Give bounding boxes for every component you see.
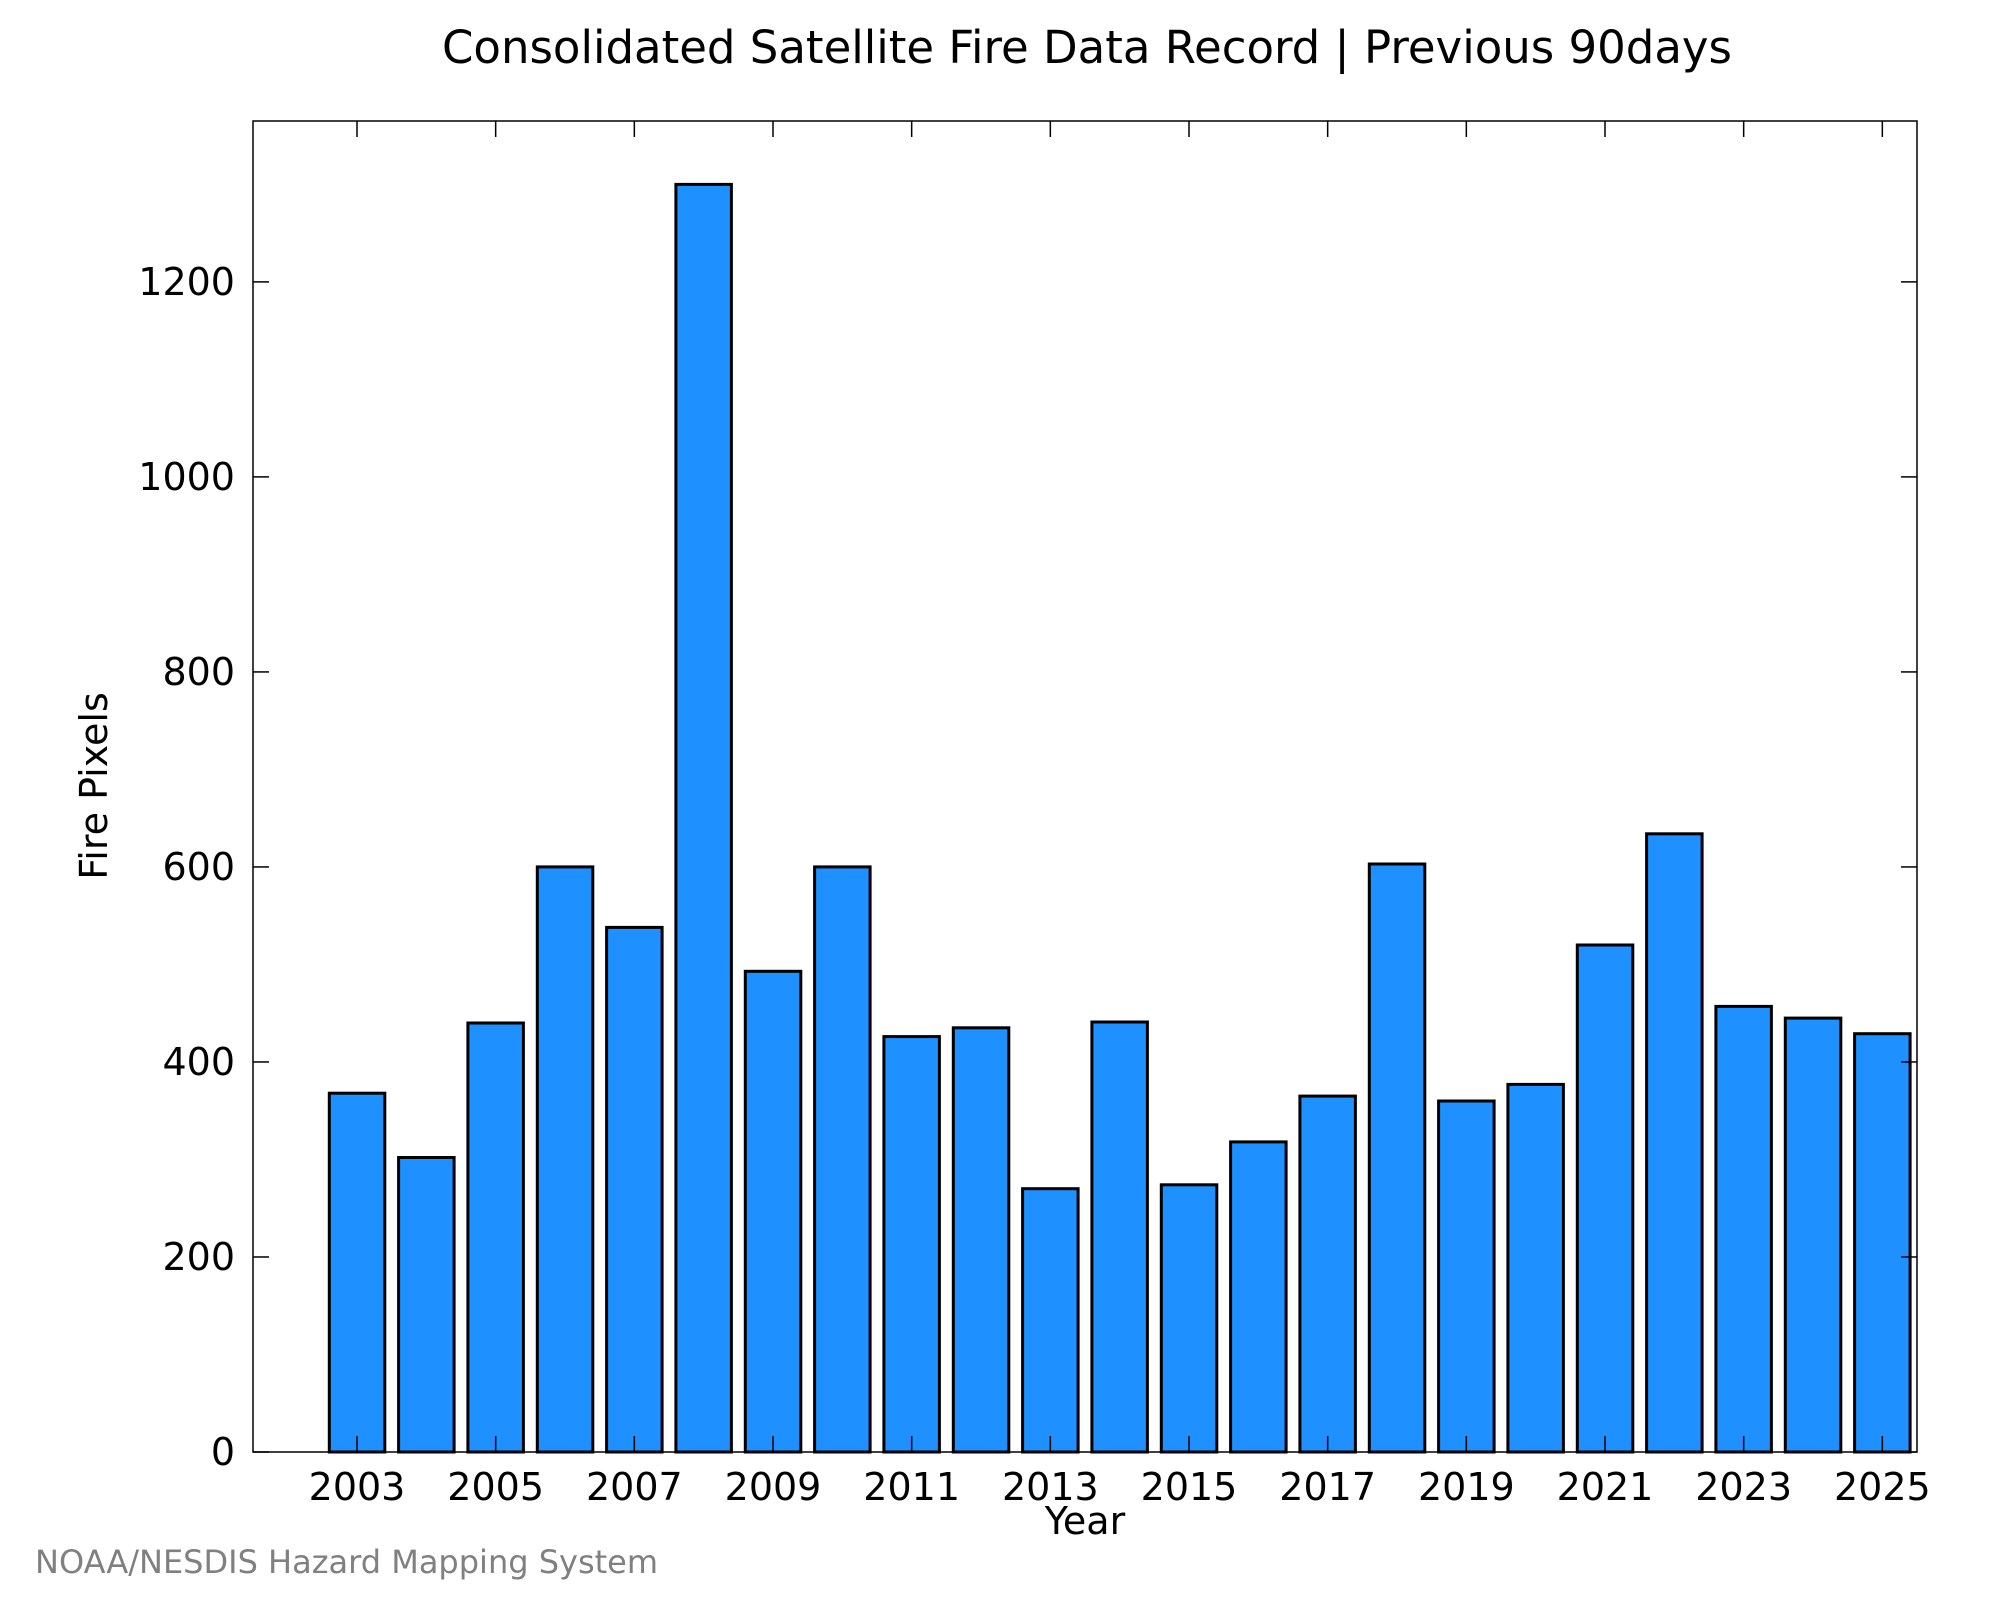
- x-tick-label: 2019: [1418, 1465, 1515, 1509]
- bar-2024: [1783, 1016, 1843, 1454]
- credit-text: NOAA/NESDIS Hazard Mapping System: [35, 1543, 658, 1581]
- bar-2003: [327, 1091, 387, 1454]
- bar-2008: [674, 182, 733, 1454]
- bar-2007: [605, 925, 664, 1454]
- y-tick-label: 200: [162, 1235, 235, 1279]
- x-tick-label: 2011: [863, 1465, 960, 1509]
- x-tick-label: 2013: [1002, 1465, 1099, 1509]
- bar-2005: [466, 1021, 525, 1454]
- y-tick-labels: 0 200 400 600 800 1000 1200: [138, 260, 235, 1474]
- bar-2017: [1298, 1094, 1357, 1454]
- bar-2021: [1575, 943, 1635, 1454]
- y-tick-label: 1200: [138, 260, 235, 304]
- x-tick-label: 2007: [586, 1465, 683, 1509]
- x-tick-labels: 2003 2005 2007 2009 2011 2013 2015 2017 2019 2021…: [309, 1465, 1931, 1509]
- x-tick-label: 2023: [1695, 1465, 1792, 1509]
- y-tick-label: 600: [162, 845, 235, 889]
- bar-2019: [1437, 1099, 1496, 1454]
- x-tick-label: 2003: [309, 1465, 406, 1509]
- bar-2012: [951, 1026, 1011, 1454]
- x-tick-label: 2009: [725, 1465, 822, 1509]
- bar-2004: [397, 1156, 456, 1454]
- bar-2010: [813, 865, 872, 1454]
- bar-2009: [743, 969, 803, 1454]
- chart-title: Consolidated Satellite Fire Data Record …: [442, 21, 1732, 74]
- x-tick-label: 2005: [447, 1465, 544, 1509]
- bars-layer: [327, 182, 1912, 1454]
- x-tick-label: 2021: [1557, 1465, 1654, 1509]
- y-tick-label: 0: [211, 1430, 235, 1474]
- bar-2020: [1506, 1082, 1565, 1454]
- bar-2014: [1090, 1020, 1149, 1454]
- bar-2018: [1367, 862, 1427, 1454]
- bar-2023: [1714, 1004, 1773, 1454]
- bar-2006: [535, 865, 595, 1454]
- bar-2013: [1021, 1187, 1080, 1454]
- x-tick-label: 2025: [1834, 1465, 1931, 1509]
- ticks-layer: [253, 121, 1917, 1453]
- plot-frame: [252, 120, 1918, 1453]
- x-tick-label: 2017: [1279, 1465, 1376, 1509]
- x-axis-label: Year: [1044, 1499, 1126, 1543]
- x-tick-label: 2015: [1141, 1465, 1238, 1509]
- bar-2011: [882, 1035, 941, 1454]
- y-axis-label: Fire Pixels: [72, 692, 116, 880]
- y-tick-label: 1000: [138, 455, 235, 499]
- y-tick-label: 400: [162, 1040, 235, 1084]
- y-tick-label: 800: [162, 650, 235, 694]
- bar-2022: [1645, 832, 1704, 1454]
- bar-2016: [1229, 1140, 1288, 1454]
- bar-2015: [1159, 1183, 1219, 1454]
- bar-2025: [1853, 1032, 1912, 1454]
